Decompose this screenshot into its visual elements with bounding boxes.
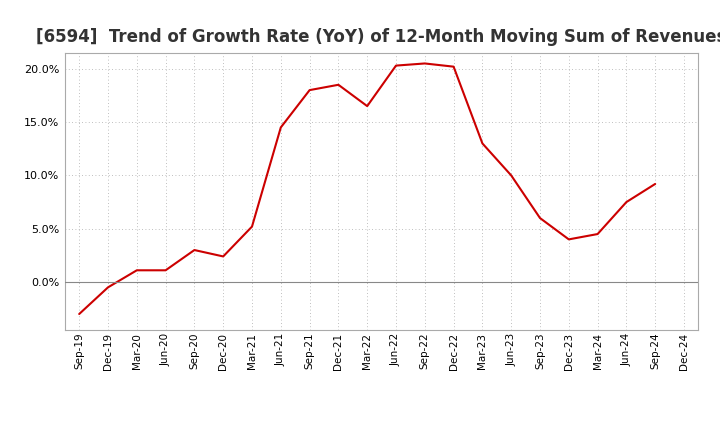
Title: [6594]  Trend of Growth Rate (YoY) of 12-Month Moving Sum of Revenues: [6594] Trend of Growth Rate (YoY) of 12-…	[37, 28, 720, 46]
